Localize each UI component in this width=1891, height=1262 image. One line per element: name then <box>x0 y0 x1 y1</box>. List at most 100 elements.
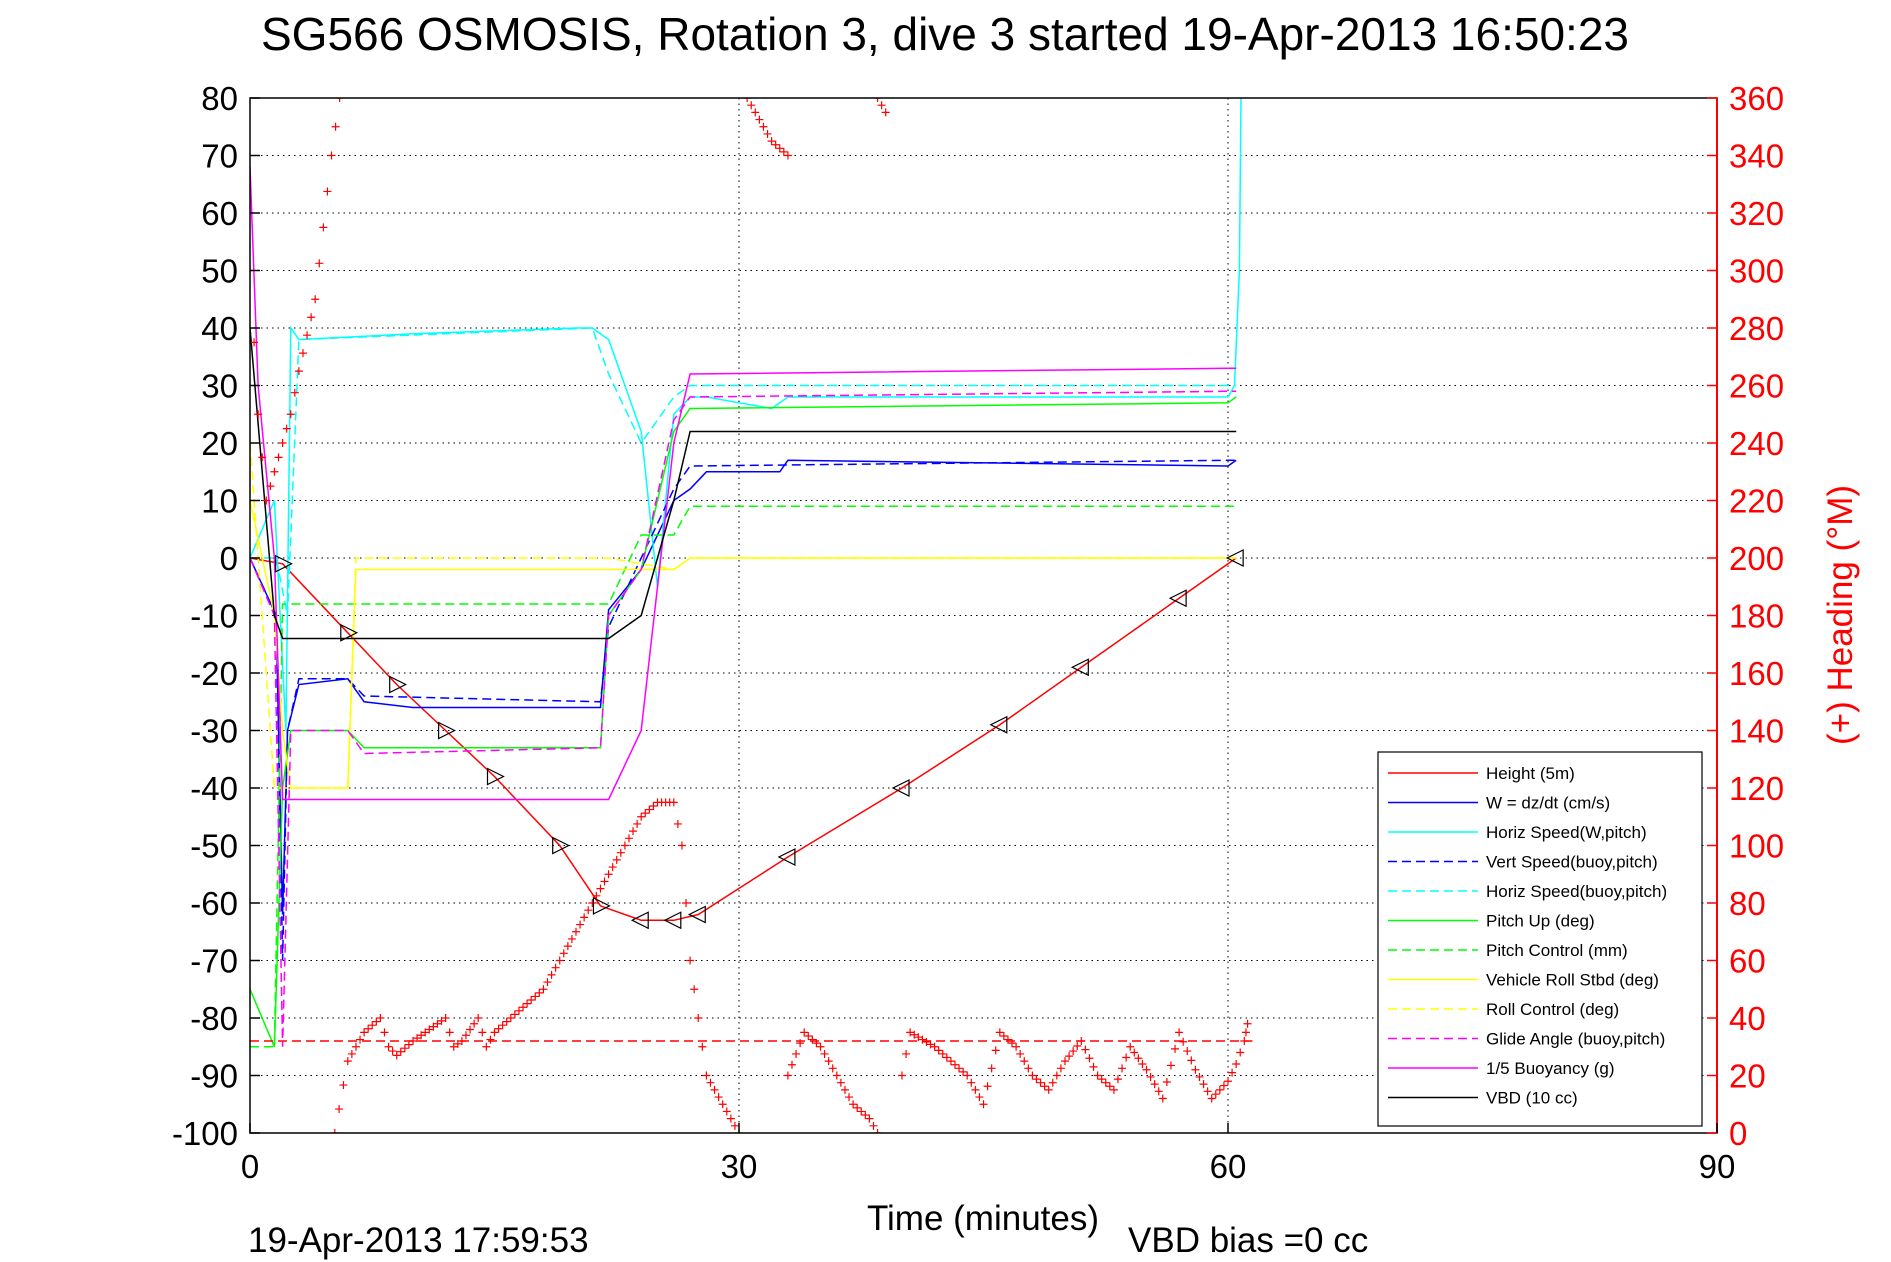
heading-point <box>1211 1090 1220 1099</box>
heading-point <box>637 812 646 821</box>
heading-point <box>474 1014 483 1022</box>
heading-point <box>1162 1077 1171 1086</box>
heading-point <box>743 98 752 102</box>
height-marker <box>340 623 359 642</box>
heading-point <box>1191 1065 1200 1074</box>
height-marker <box>1225 549 1244 567</box>
heading-point <box>608 863 617 872</box>
left-y-tick-label: -40 <box>190 770 238 807</box>
heading-point <box>319 223 328 232</box>
heading-point <box>335 1105 344 1114</box>
heading-point <box>946 1057 955 1066</box>
legend-entry-label: Horiz Speed(W,pitch) <box>1486 823 1647 842</box>
heading-point <box>690 985 699 994</box>
series-line <box>250 166 1237 801</box>
right-y-tick-label: 360 <box>1729 80 1784 117</box>
left-y-tick-label: 0 <box>220 540 238 577</box>
heading-point <box>330 1129 339 1133</box>
heading-point <box>1052 1071 1061 1080</box>
heading-point <box>384 1042 393 1051</box>
heading-point <box>804 1031 813 1040</box>
series-line <box>250 390 1237 1047</box>
footer-date: 19-Apr-2013 17:59:53 <box>248 1221 589 1260</box>
left-y-tick-label: -30 <box>190 713 238 750</box>
heading-point <box>486 1035 495 1044</box>
heading-point <box>1097 1075 1106 1084</box>
heading-point <box>930 1042 939 1051</box>
right-y-tick-label: 100 <box>1729 828 1784 865</box>
heading-point <box>478 1028 487 1037</box>
heading-point <box>347 1049 356 1058</box>
heading-point <box>1243 1019 1252 1028</box>
heading-point <box>356 1035 365 1044</box>
heading-point <box>906 1028 915 1037</box>
heading-point <box>567 934 576 943</box>
heading-point <box>1158 1094 1167 1103</box>
legend-entry-label: 1/5 Buoyancy (g) <box>1486 1059 1615 1078</box>
heading-point <box>1032 1075 1041 1084</box>
heading-point <box>1241 1028 1250 1037</box>
heading-point <box>592 891 601 900</box>
heading-point <box>1219 1081 1228 1090</box>
series-line <box>250 98 1242 731</box>
heading-point <box>572 927 580 936</box>
heading-point <box>1109 1085 1118 1094</box>
heading-point <box>339 1081 348 1090</box>
heading-point <box>934 1046 943 1055</box>
right-y-tick-label: 80 <box>1729 885 1766 922</box>
heading-point <box>461 1031 470 1040</box>
heading-point <box>327 151 336 160</box>
heading-point <box>918 1035 927 1044</box>
heading-point <box>278 439 287 447</box>
heading-point <box>1228 1068 1237 1077</box>
legend-entry-label: Glide Angle (buoy,pitch) <box>1486 1030 1665 1049</box>
heading-point <box>303 331 312 340</box>
heading-point <box>955 1064 964 1073</box>
heading-point <box>453 1039 462 1048</box>
right-y-tick-label: 220 <box>1729 483 1784 520</box>
heading-point <box>1081 1045 1090 1054</box>
heading-point <box>873 1129 882 1133</box>
heading-point <box>783 1071 792 1080</box>
heading-point <box>979 1100 988 1109</box>
heading-point <box>1203 1087 1212 1096</box>
heading-point <box>633 819 642 828</box>
height-marker <box>486 767 505 786</box>
heading-point <box>429 1022 438 1031</box>
heading-point <box>682 899 691 907</box>
heading-point <box>620 841 629 850</box>
chart-title: SG566 OSMOSIS, Rotation 3, dive 3 starte… <box>261 8 1629 60</box>
right-y-tick-label: 340 <box>1729 138 1784 175</box>
left-y-tick-label: 60 <box>201 195 238 232</box>
heading-point <box>1126 1042 1135 1051</box>
series-line <box>250 557 1237 922</box>
heading-point <box>726 1114 735 1123</box>
heading-point <box>873 98 882 102</box>
heading-point <box>1122 1053 1131 1062</box>
heading-point <box>914 1033 923 1042</box>
heading-point <box>433 1019 442 1028</box>
heading-point <box>771 140 780 149</box>
heading-point <box>1195 1072 1204 1081</box>
right-y-tick-label: 280 <box>1729 310 1784 347</box>
heading-point <box>368 1021 377 1030</box>
heading-point <box>396 1047 405 1056</box>
heading-point <box>563 942 572 951</box>
legend-entry-label: W = dz/dt (cm/s) <box>1486 794 1610 813</box>
axis-ticks-layer: 80706050403020100-10-20-30-40-50-60-70-8… <box>172 80 1784 1185</box>
heading-point <box>1118 1064 1127 1073</box>
heading-point <box>1146 1072 1155 1081</box>
right-y-tick-label: 180 <box>1729 598 1784 635</box>
heading-point <box>730 1121 739 1130</box>
heading-point <box>1199 1080 1208 1089</box>
heading-point <box>392 1051 401 1060</box>
right-y-tick-label: 40 <box>1729 1000 1766 1037</box>
heading-point <box>510 1010 519 1019</box>
heading-markers <box>250 98 1252 1133</box>
heading-point <box>755 115 764 124</box>
series-group <box>250 98 1242 1048</box>
heading-point <box>641 809 650 818</box>
height-marker <box>1168 589 1187 608</box>
right-y-axis-label: (+) Heading (°M) <box>1821 485 1860 745</box>
